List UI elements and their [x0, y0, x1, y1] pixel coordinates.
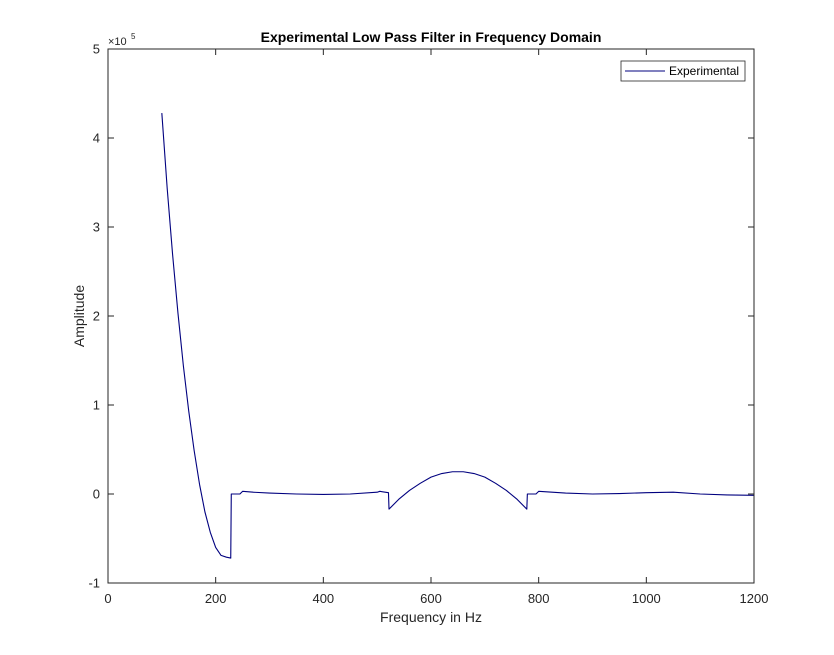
y-axis-label: Amplitude — [71, 285, 87, 347]
y-multiplier: ×10 5 — [108, 32, 136, 48]
x-tick-label: 1000 — [632, 591, 661, 606]
series-line-experimental — [161, 113, 755, 559]
y-tick-label: 2 — [93, 309, 100, 324]
y-tick-label: 0 — [93, 487, 100, 502]
x-tick-label: 400 — [312, 591, 334, 606]
legend-label-experimental: Experimental — [669, 64, 739, 78]
series-layer — [161, 113, 755, 559]
legend: Experimental — [620, 60, 746, 82]
y-tick-label: 3 — [93, 220, 100, 235]
chart-title: Experimental Low Pass Filter in Frequenc… — [261, 29, 602, 45]
plot-area — [108, 49, 754, 583]
plot-border — [107, 48, 755, 584]
x-axis-label: Frequency in Hz — [380, 609, 482, 625]
y-tick-label: 1 — [93, 398, 100, 413]
x-tick-label: 1200 — [740, 591, 769, 606]
x-tick-label: 800 — [528, 591, 550, 606]
y-tick-label: 5 — [93, 42, 100, 57]
y-tick-label: -1 — [88, 576, 100, 591]
axis-ticks: 0 200 400 600 800 1000 1200 -1 0 1 2 3 4 5 — [88, 42, 768, 607]
y-multiplier-base: ×10 — [108, 36, 127, 48]
y-tick-label: 4 — [93, 131, 100, 146]
x-tick-label: 0 — [104, 591, 111, 606]
x-tick-label: 600 — [420, 591, 442, 606]
y-multiplier-exponent: 5 — [131, 32, 136, 41]
x-tick-label: 200 — [205, 591, 227, 606]
legend-box — [620, 60, 746, 82]
